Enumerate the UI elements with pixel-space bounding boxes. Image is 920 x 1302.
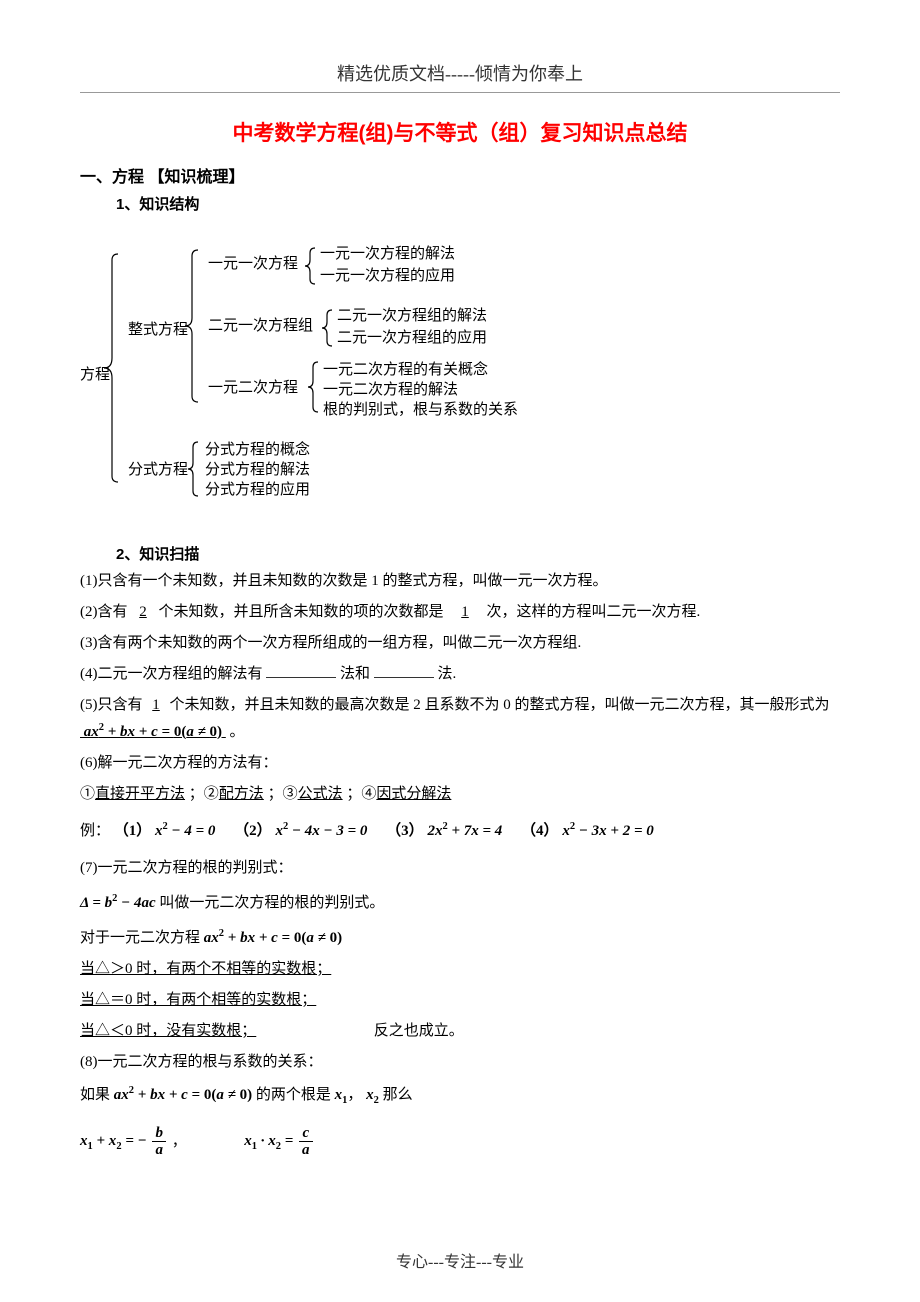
discriminant-lt: 当△＜0 时，没有实数根； 反之也成立。 (80, 1018, 840, 1045)
example-label: 例： (80, 823, 110, 839)
text-fragment: ；④ (346, 786, 376, 802)
text-fragment: 次，这样的方程叫二元一次方程. (487, 604, 701, 620)
text-fragment: 对于一元二次方程 (80, 930, 200, 946)
tree-leaf-2c: 分式方程的应用 (205, 480, 310, 498)
text-fragment: ① (80, 786, 95, 802)
tree-branch-1: 整式方程 (128, 321, 188, 338)
vieta-product: x1 · x2 = ca (244, 1133, 314, 1149)
tree-leaf-11b: 一元一次方程的应用 (320, 266, 455, 284)
text-fragment: 那么 (383, 1087, 413, 1103)
example-2: （2） x2 − 4x − 3 = 0 (234, 823, 367, 839)
math-formula: x2 (366, 1087, 379, 1103)
page-header: 精选优质文档-----倾情为你奉上 (80, 60, 840, 86)
item-1: (1)只含有一个未知数，并且未知数的次数是 1 的整式方程，叫做一元一次方程。 (80, 568, 840, 595)
tree-leaf-11a: 一元一次方程的解法 (320, 245, 455, 262)
text-fragment: 叫做一元二次方程的根的判别式。 (159, 895, 384, 911)
item-6: (6)解一元二次方程的方法有： (80, 750, 840, 777)
brace-icon (322, 310, 332, 346)
example-3: （3） 2x2 + 7x = 4 (386, 823, 502, 839)
underline-text: 当△＝0 时，有两个相等的实数根； (80, 992, 316, 1008)
text-fragment: 个未知数，并且所含未知数的项的次数都是 (159, 604, 444, 620)
page-footer: 专心---专注---专业 (0, 1248, 920, 1272)
math-formula: ax2 + bx + c = 0(a ≠ 0) (114, 1087, 252, 1103)
item-6-methods: ①直接开平方法 ；②配方法 ；③公式法 ；④因式分解法 (80, 781, 840, 808)
item-8: (8)一元二次方程的根与系数的关系： (80, 1049, 840, 1076)
item-2: (2)含有 2 个未知数，并且所含未知数的项的次数都是 1 次，这样的方程叫二元… (80, 599, 840, 626)
brace-icon (188, 442, 198, 496)
fill-blank (266, 663, 336, 678)
header-divider (80, 92, 840, 93)
tree-leaf-2a: 分式方程的概念 (205, 440, 310, 458)
underline-text: 当△＜0 时，没有实数根； (80, 1023, 256, 1039)
knowledge-tree-diagram: 方程 整式方程 分式方程 一元一次方程 一元一次方程的解法 一元一次方程的应用 … (80, 224, 840, 529)
tree-leaf-13b: 一元二次方程的解法 (323, 381, 458, 398)
item-5: (5)只含有 1 个未知数，并且未知数的最高次数是 2 且系数不为 0 的整式方… (80, 692, 840, 746)
section-1-sub2: 2、知识扫描 (116, 543, 840, 564)
brace-icon (305, 248, 315, 284)
fill-blank (374, 663, 434, 678)
text-fragment: 反之也成立。 (374, 1023, 464, 1039)
vieta-context: 如果 ax2 + bx + c = 0(a ≠ 0) 的两个根是 x1， x2 … (80, 1082, 840, 1111)
example-4: （4） x2 − 3x + 2 = 0 (521, 823, 654, 839)
tree-leaf-13c: 根的判别式，根与系数的关系 (323, 401, 518, 418)
math-formula: ax2 + bx + c = 0(a ≠ 0) (80, 724, 226, 740)
item-3: (3)含有两个未知数的两个一次方程所组成的一组方程，叫做二元一次方程组. (80, 630, 840, 657)
text-fragment: (2)含有 (80, 604, 128, 620)
tree-node-12: 二元一次方程组 (208, 317, 313, 334)
document-page: 精选优质文档-----倾情为你奉上 中考数学方程(组)与不等式（组）复习知识点总… (0, 0, 920, 1300)
text-fragment: (4)二元一次方程组的解法有 (80, 666, 263, 682)
tree-leaf-13a: 一元二次方程的有关概念 (323, 360, 488, 378)
text-fragment: 如果 (80, 1087, 110, 1103)
math-formula: Δ = b2 − 4ac (80, 895, 156, 911)
discriminant-context: 对于一元二次方程 ax2 + bx + c = 0(a ≠ 0) (80, 925, 840, 952)
brace-icon (104, 254, 118, 482)
text-fragment: 法和 (340, 666, 370, 682)
fill-blank: 1 (447, 604, 483, 620)
body-content: (1)只含有一个未知数，并且未知数的次数是 1 的整式方程，叫做一元一次方程。 … (80, 568, 840, 1159)
vieta-formulas: x1 + x2 = − ba ， x1 · x2 = ca (80, 1125, 840, 1159)
section-1-heading: 一、方程 【知识梳理】 (80, 163, 840, 187)
method-underline: 配方法 (219, 786, 264, 802)
tree-leaf-12b: 二元一次方程组的应用 (337, 328, 487, 346)
section-1-sub1: 1、知识结构 (116, 193, 840, 214)
fill-blank: 2 (131, 604, 155, 620)
brace-icon (308, 362, 318, 412)
item-7: (7)一元二次方程的根的判别式： (80, 855, 840, 882)
tree-leaf-2b: 分式方程的解法 (205, 461, 310, 478)
math-formula: ax2 + bx + c = 0(a ≠ 0) (204, 930, 342, 946)
tree-node-11: 一元一次方程 (208, 255, 298, 272)
text-fragment: ；③ (268, 786, 298, 802)
method-underline: 公式法 (298, 786, 343, 802)
discriminant-gt: 当△＞0 时，有两个不相等的实数根； (80, 956, 840, 983)
text-fragment: 法. (438, 666, 457, 682)
discriminant-formula: Δ = b2 − 4ac 叫做一元二次方程的根的判别式。 (80, 890, 840, 917)
brace-icon (185, 250, 198, 402)
text-fragment: 。 (230, 724, 245, 740)
tree-node-13: 一元二次方程 (208, 379, 298, 396)
math-formula: x1 (335, 1087, 348, 1103)
examples-row: 例： （1） x2 − 4 = 0 （2） x2 − 4x − 3 = 0 （3… (80, 818, 840, 845)
method-underline: 因式分解法 (376, 786, 451, 802)
discriminant-eq: 当△＝0 时，有两个相等的实数根； (80, 987, 840, 1014)
tree-leaf-12a: 二元一次方程组的解法 (337, 307, 487, 324)
text-fragment: (5)只含有 (80, 697, 143, 713)
text-fragment: 个未知数，并且未知数的最高次数是 2 且系数不为 0 的整式方程，叫做一元二次方… (170, 697, 830, 713)
underline-text: 当△＞0 时，有两个不相等的实数根； (80, 961, 331, 977)
text-fragment: ；② (189, 786, 219, 802)
document-title: 中考数学方程(组)与不等式（组）复习知识点总结 (80, 117, 840, 147)
vieta-sum: x1 + x2 = − ba (80, 1133, 172, 1149)
example-1: （1） x2 − 4 = 0 (114, 823, 216, 839)
method-underline: 直接开平方法 (95, 786, 185, 802)
item-4: (4)二元一次方程组的解法有 法和 法. (80, 661, 840, 688)
text-fragment: 的两个根是 (256, 1087, 331, 1103)
tree-branch-2: 分式方程 (128, 461, 188, 478)
fill-blank: 1 (146, 697, 166, 713)
